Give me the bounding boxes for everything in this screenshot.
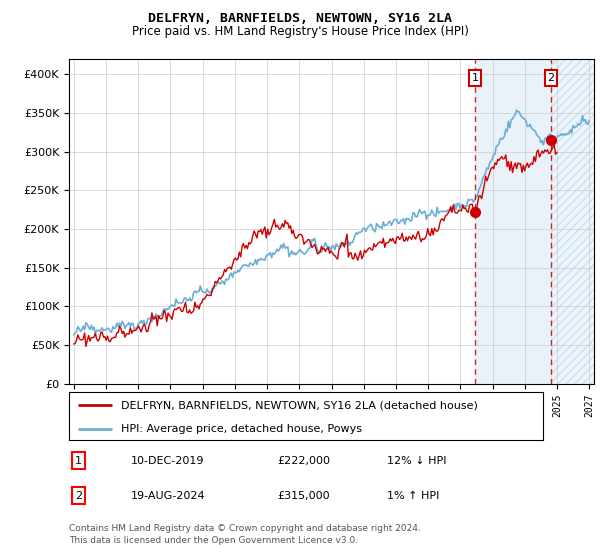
Text: Price paid vs. HM Land Registry's House Price Index (HPI): Price paid vs. HM Land Registry's House … [131, 25, 469, 38]
Text: 2: 2 [547, 73, 554, 83]
Text: HPI: Average price, detached house, Powys: HPI: Average price, detached house, Powy… [121, 424, 362, 434]
Text: DELFRYN, BARNFIELDS, NEWTOWN, SY16 2LA (detached house): DELFRYN, BARNFIELDS, NEWTOWN, SY16 2LA (… [121, 400, 478, 410]
Bar [551, 59, 597, 384]
Text: 10-DEC-2019: 10-DEC-2019 [131, 456, 204, 465]
Text: 2: 2 [75, 491, 82, 501]
Text: Contains HM Land Registry data © Crown copyright and database right 2024.
This d: Contains HM Land Registry data © Crown c… [69, 524, 421, 545]
Text: £222,000: £222,000 [278, 456, 331, 465]
Text: 12% ↓ HPI: 12% ↓ HPI [386, 456, 446, 465]
Text: 1: 1 [472, 73, 479, 83]
Text: £315,000: £315,000 [278, 491, 330, 501]
Text: 19-AUG-2024: 19-AUG-2024 [131, 491, 205, 501]
Bar [475, 59, 551, 384]
Text: DELFRYN, BARNFIELDS, NEWTOWN, SY16 2LA: DELFRYN, BARNFIELDS, NEWTOWN, SY16 2LA [148, 12, 452, 25]
Text: 1: 1 [75, 456, 82, 465]
Text: 1% ↑ HPI: 1% ↑ HPI [386, 491, 439, 501]
Bar [551, 59, 597, 384]
